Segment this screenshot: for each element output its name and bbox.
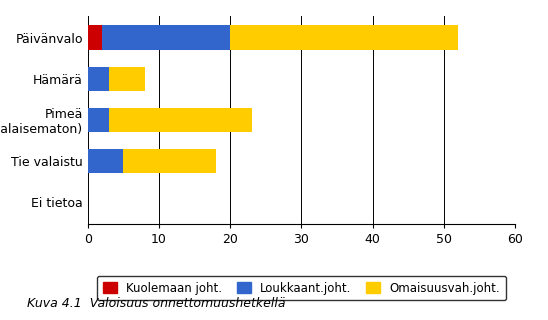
Bar <box>230 26 458 50</box>
Text: Kuva 4.1  Valoisuus onnettomuushetkellä: Kuva 4.1 Valoisuus onnettomuushetkellä <box>27 297 286 310</box>
Bar <box>109 108 252 132</box>
Bar <box>88 26 102 50</box>
Bar <box>102 26 230 50</box>
Bar <box>109 67 145 91</box>
Legend: Kuolemaan joht., Loukkaant.joht., Omaisuusvah.joht.: Kuolemaan joht., Loukkaant.joht., Omaisu… <box>97 276 506 300</box>
Bar <box>88 108 109 132</box>
Bar <box>88 67 109 91</box>
Bar <box>123 149 216 173</box>
Bar <box>88 149 123 173</box>
